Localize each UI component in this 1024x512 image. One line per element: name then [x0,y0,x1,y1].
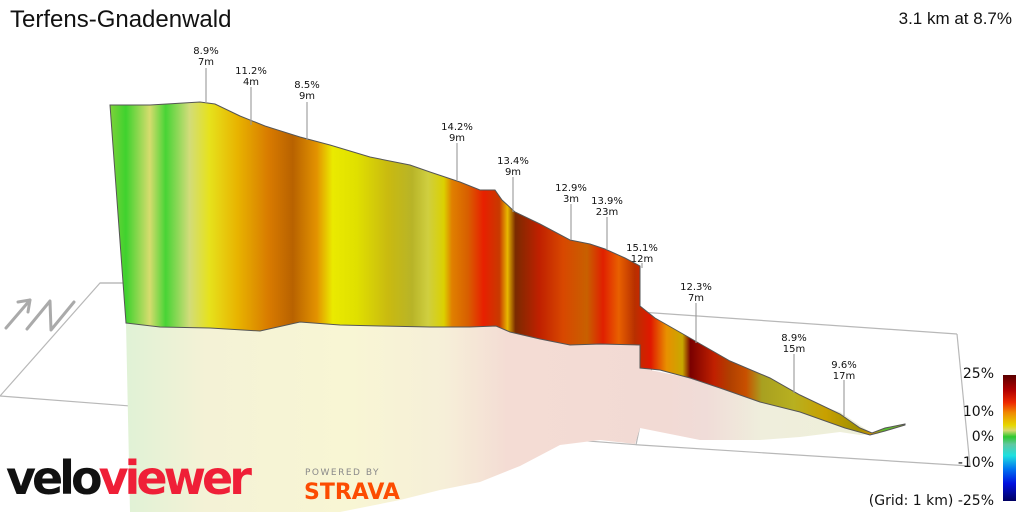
gradient-annotations: 8.9% 7m 11.2% 4m 8.5% 9m 14.2% 9m 13.4% … [193,46,856,382]
annotation-gradient: 8.9% [193,46,218,57]
gradient-colorbar [1003,375,1016,501]
annotation-gradient: 12.9% [555,183,587,194]
north-arrow-icon [4,298,76,332]
annotation-gradient: 8.9% [781,333,806,344]
annotation-length: 23m [596,207,618,218]
annotation-gradient: 13.9% [591,196,623,207]
powered-by-label: POWERED BY [305,468,381,478]
annotation-length: 12m [631,254,653,265]
annotation-length: 9m [505,167,521,178]
legend-label-10: 10% [962,404,994,420]
profile-wall [109,101,906,436]
annotation-length: 7m [198,57,214,68]
annotation-length: 17m [833,371,855,382]
veloviewer-logo[interactable]: veloviewer [6,448,252,508]
logo-velo: velo [6,451,103,505]
annotation-gradient: 8.5% [294,80,319,91]
annotation-length: 15m [783,344,805,355]
segment-summary: 3.1 km at 8.7% [898,9,1012,28]
legend-footer: (Grid: 1 km) -25% [869,493,994,509]
annotation-gradient: 14.2% [441,122,473,133]
annotation-gradient: 15.1% [626,243,658,254]
annotation-length: 9m [449,133,465,144]
annotation-length: 7m [688,293,704,304]
annotation-length: 4m [243,77,259,88]
annotation-gradient: 13.4% [497,156,529,167]
strava-logo[interactable]: STRAVA [304,480,400,505]
profile-reflection [126,322,880,512]
legend-label-neg10: -10% [957,455,994,471]
annotation-gradient: 9.6% [831,360,856,371]
logo-viewer: viewer [98,451,252,505]
annotation-leaders [205,68,845,416]
legend-label-0: 0% [971,429,994,445]
annotation-gradient: 12.3% [680,282,712,293]
legend-label-neg25: -25% [957,493,994,509]
legend-label-25: 25% [962,366,994,382]
segment-title: Terfens-Gnadenwald [10,6,232,33]
grid-note: (Grid: 1 km) [868,493,954,509]
annotation-gradient: 11.2% [235,66,267,77]
annotation-length: 9m [299,91,315,102]
annotation-length: 3m [563,194,579,205]
